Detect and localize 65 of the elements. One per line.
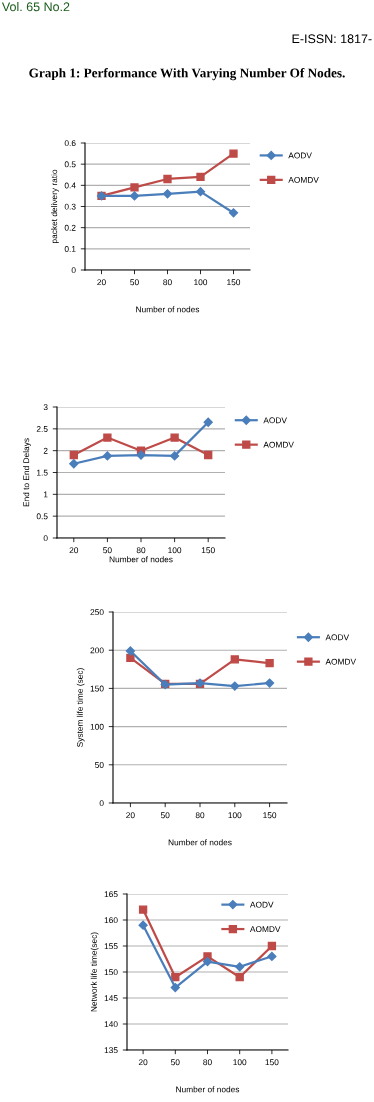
chart-title: Graph 1: Performance With Varying Number Of Nodes. [29, 68, 345, 81]
y-tick-label: 0.2 [64, 224, 76, 231]
y-tick-label: 135 [104, 1047, 118, 1054]
x-tick-label: 80 [195, 812, 205, 819]
x-tick-label: 20 [138, 1059, 148, 1066]
x-axis-title: Number of nodes [168, 839, 232, 846]
legend-label: AOMDV [325, 658, 356, 665]
text: E-ISSN: 1817- [292, 34, 372, 44]
y-axis-title: End to End Delays [23, 438, 31, 507]
y-tick-label: 1.5 [37, 469, 48, 476]
x-tick-label: 150 [201, 547, 215, 554]
x-tick-label: 100 [194, 279, 208, 286]
x-tick-label: 80 [163, 279, 172, 286]
x-axis-title: Number of nodes [109, 556, 173, 563]
legend-label: AODV [263, 417, 287, 424]
text: Vol. 65 No.2 [1, 2, 70, 12]
x-tick-label: 100 [233, 1059, 247, 1066]
x-tick-label: 150 [263, 812, 277, 819]
y-tick-label: 0 [99, 800, 104, 807]
x-tick-label: 150 [227, 279, 241, 286]
x-tick-label: 20 [97, 279, 106, 286]
x-tick-label: 80 [203, 1059, 212, 1066]
y-tick-label: 0.5 [36, 513, 48, 520]
legend-label: AOMDV [288, 176, 319, 183]
x-axis-title: Number of nodes [136, 306, 200, 313]
y-tick-label: 250 [90, 609, 104, 616]
y-tick-label: 155 [104, 943, 118, 950]
x-tick-label: 80 [136, 547, 146, 554]
x-tick-label: 20 [126, 812, 135, 819]
x-tick-label: 20 [69, 547, 79, 554]
legend-label: AODV [249, 901, 274, 908]
x-tick-label: 100 [168, 547, 182, 554]
y-tick-label: 0.6 [64, 140, 76, 147]
y-tick-label: 160 [104, 917, 118, 924]
x-tick-label: 50 [171, 1059, 180, 1066]
y-axis-title: Network life time(sec) [90, 932, 99, 1012]
y-tick-label: 150 [104, 969, 118, 976]
x-axis-title: Number of nodes [176, 1086, 240, 1093]
y-tick-label: 100 [90, 723, 104, 730]
y-tick-label: 2 [43, 447, 48, 454]
y-tick-label: 1 [43, 491, 48, 498]
y-tick-label: 0.1 [64, 246, 76, 252]
y-tick-label: 200 [90, 647, 104, 654]
legend-label: AODV [288, 152, 312, 159]
x-tick-label: 100 [228, 812, 242, 819]
legend-label: AOMDV [249, 926, 281, 933]
legend-label: AOMDV [263, 441, 294, 448]
y-tick-label: 0 [43, 535, 48, 542]
y-tick-label: 165 [104, 891, 118, 898]
y-tick-label: 0.5 [64, 161, 76, 168]
y-tick-label: 150 [90, 685, 104, 692]
legend-label: AODV [325, 634, 350, 641]
x-tick-label: 50 [160, 812, 170, 819]
y-tick-label: 0 [71, 267, 76, 274]
y-tick-label: 50 [95, 762, 104, 768]
x-tick-label: 50 [130, 279, 139, 286]
y-tick-label: 3 [43, 404, 48, 411]
y-tick-label: 145 [104, 995, 118, 1002]
y-tick-label: 0.4 [64, 182, 76, 189]
y-tick-label: 0.3 [64, 203, 76, 210]
y-tick-label: 140 [104, 1021, 118, 1028]
y-axis-title: packet delivery ratio [51, 169, 59, 244]
y-tick-label: 2.5 [36, 426, 48, 432]
x-tick-label: 150 [265, 1059, 279, 1066]
y-axis-title: System life time (sec) [76, 668, 85, 747]
